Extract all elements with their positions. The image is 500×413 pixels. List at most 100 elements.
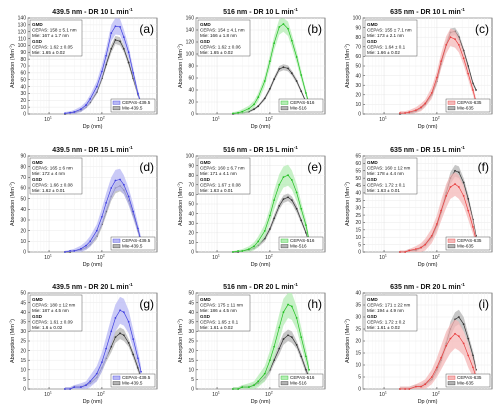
data-point <box>424 383 427 386</box>
chart-title-main: 635 nm - DR 15 L min <box>390 147 461 154</box>
y-tick-label: 10 <box>188 240 194 246</box>
data-point <box>122 311 125 314</box>
x-tick-base: 10 <box>379 255 385 261</box>
y-tick-label: 0 <box>358 387 361 393</box>
y-axis-label: Absorption (Mm-1) <box>9 182 17 226</box>
data-point <box>95 85 98 88</box>
annotation-line: CEPAS: 1.67 ± 0.08 <box>200 182 241 187</box>
data-point <box>287 27 289 30</box>
data-point <box>79 247 82 250</box>
data-point <box>300 207 303 210</box>
y-axis-label-sup: -1 <box>9 184 13 187</box>
y-tick-label: 0 <box>23 387 26 393</box>
annotation-frame <box>29 294 83 332</box>
y-tick-label: 35 <box>20 320 26 326</box>
data-point <box>237 388 239 390</box>
x-tick-base: 10 <box>432 392 438 398</box>
data-point <box>119 40 121 43</box>
y-axis-label-close: ) <box>178 182 184 184</box>
data-point <box>454 183 456 185</box>
data-point <box>414 248 417 250</box>
y-tick-label: 140 <box>18 16 27 22</box>
data-point <box>127 320 130 323</box>
annotation-frame <box>29 157 83 195</box>
legend-label: Mie-516 <box>290 381 307 386</box>
legend-frame <box>278 236 324 251</box>
annotation-line: GMD <box>32 160 43 165</box>
data-point <box>263 80 266 82</box>
x-tick-base: 10 <box>44 255 50 261</box>
data-point <box>69 111 71 114</box>
data-point <box>110 345 113 348</box>
y-tick-label: 20 <box>355 339 361 345</box>
chart-title: 439.5 nm - DR 20 L min-1 <box>52 282 133 291</box>
data-point <box>430 234 433 237</box>
x-tick-exp: 2 <box>103 116 105 120</box>
data-point <box>282 311 285 314</box>
y-axis-label-close: ) <box>10 44 16 46</box>
chart-panel-2: 635 nm - DR 10 L min-1010203040506070809… <box>344 7 493 130</box>
data-point <box>263 97 266 100</box>
annotation-line: CEPAS: 1.72 ± 0.1 <box>367 182 406 187</box>
y-tick-label: 15 <box>355 228 361 234</box>
data-point <box>290 39 293 42</box>
x-tick-exp: 2 <box>103 254 105 258</box>
x-axis-label: Dp (nm) <box>251 124 271 130</box>
annotation-line: Mie: 1.61 ± 0.02 <box>200 325 233 330</box>
legend-label: Mie-635 <box>457 244 474 249</box>
data-point <box>449 186 452 188</box>
y-tick-label: 0 <box>191 250 194 256</box>
y-tick-label: 50 <box>188 291 194 297</box>
legend-swatch <box>280 244 289 249</box>
annotation-line: GSD <box>367 314 378 319</box>
annotation-line: GMD <box>367 297 378 302</box>
y-axis-label-close: ) <box>345 182 351 184</box>
y-tick-label: 10 <box>20 368 26 374</box>
legend-label: Mie-635 <box>457 381 474 386</box>
legend-label: Mie-635 <box>457 106 474 111</box>
data-point <box>119 309 121 312</box>
data-point <box>295 191 298 194</box>
y-tick-label: 60 <box>188 76 194 82</box>
data-point <box>300 219 303 222</box>
annotation-line: CEPAS: 1.61 ± 0.09 <box>32 319 73 324</box>
annotation-frame <box>29 19 83 57</box>
data-point <box>232 388 234 390</box>
annotation-line: Mie: 1.6 ± 0.02 <box>32 325 63 330</box>
chart-title-sup: -1 <box>294 282 298 287</box>
data-point <box>436 223 438 225</box>
data-point <box>273 78 276 81</box>
x-tick-base: 10 <box>379 117 385 123</box>
y-tick-label: 110 <box>18 36 26 42</box>
data-point <box>278 205 281 207</box>
y-tick-label: 50 <box>355 176 361 182</box>
data-point <box>300 355 303 358</box>
x-tick-label: 101 <box>379 254 387 262</box>
y-axis-label: Absorption (Mm-1) <box>9 44 17 88</box>
x-tick-base: 10 <box>265 392 271 398</box>
y-tick-label: 80 <box>20 57 26 63</box>
data-point <box>408 111 411 113</box>
data-point <box>278 326 281 329</box>
chart-title: 516 nm - DR 10 L min-1 <box>223 7 298 16</box>
legend-frame <box>445 236 491 251</box>
x-tick-exp: 1 <box>218 254 220 258</box>
legend-label: CEPAS-439.5 <box>122 375 151 380</box>
x-tick-label: 101 <box>212 254 220 262</box>
y-tick-label: 15 <box>188 358 194 364</box>
chart-panel-5: 635 nm - DR 15 L min-1051015202530354045… <box>344 145 493 268</box>
data-point <box>399 112 401 114</box>
x-tick-label: 101 <box>379 116 387 124</box>
legend-swatch <box>447 375 456 380</box>
data-point <box>305 368 307 371</box>
y-tick-label: 30 <box>355 205 361 211</box>
series-band-0 <box>64 18 142 114</box>
y-tick-label: 35 <box>188 320 194 326</box>
panel-letter: (f) <box>478 160 489 174</box>
x-tick-exp: 1 <box>218 391 220 395</box>
